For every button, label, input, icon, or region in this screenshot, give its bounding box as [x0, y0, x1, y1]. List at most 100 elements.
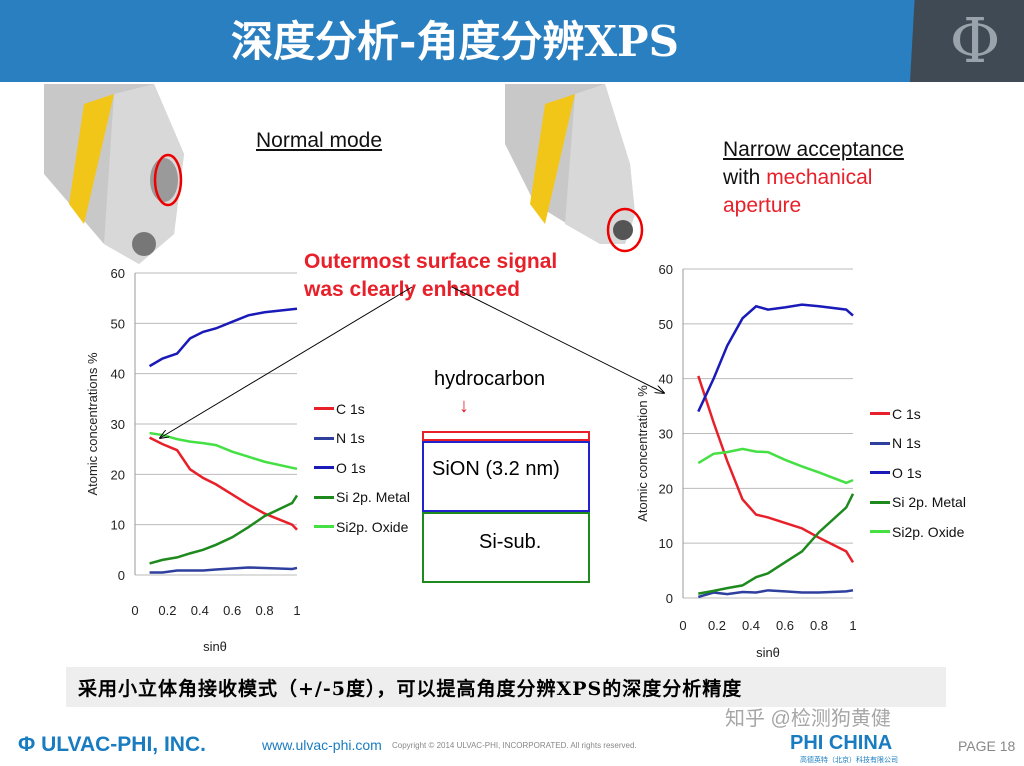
x-tick-label: 0.6: [223, 603, 241, 618]
y-tick-label: 0: [118, 568, 125, 583]
legend-item: O 1s: [870, 458, 966, 488]
legend-item: Si2p. Oxide: [870, 517, 966, 547]
sion-layer: SiON (3.2 nm): [422, 441, 590, 512]
series-line-si2p-oxide: [149, 431, 298, 471]
hydrocarbon-label: hydrocarbon: [434, 368, 546, 390]
legend-label: Si2p. Oxide: [892, 523, 965, 540]
y-tick-label: 20: [111, 467, 125, 482]
y-tick-label: 60: [659, 262, 673, 277]
series-line-c-1s: [697, 375, 855, 564]
sion-label: SiON (3.2 nm): [432, 458, 560, 480]
legend-label: N 1s: [336, 430, 365, 447]
series-line-si-2p-metal: [698, 493, 855, 595]
legend-left: C 1s N 1s O 1s Si 2p. Metal Si2p. Oxide: [314, 394, 410, 542]
series-line-o-1s: [697, 303, 854, 413]
legend-item: Si 2p. Metal: [314, 483, 410, 513]
legend-item: C 1s: [314, 394, 410, 424]
x-tick-label: 0.4: [191, 603, 209, 618]
x-tick-label: 0.8: [810, 618, 828, 633]
callout-arrow-left: [160, 286, 413, 438]
x-tick-label: 0.6: [776, 618, 794, 633]
y-tick-label: 0: [666, 591, 673, 606]
x-tick-label: 1: [849, 618, 856, 633]
x-tick-label: 0.2: [158, 603, 176, 618]
legend-swatch: [314, 436, 334, 440]
y-tick-label: 30: [111, 417, 125, 432]
y-tick-label: 20: [659, 481, 673, 496]
page-number: PAGE 18: [958, 738, 1016, 754]
y-tick-label: 50: [659, 317, 673, 332]
legend-label: O 1s: [892, 464, 922, 481]
narrow-line2-red: mechanical: [766, 166, 873, 189]
legend-item: C 1s: [870, 399, 966, 429]
y-axis-label: Atomic concentration %: [635, 385, 650, 522]
series-line-c-1s: [149, 436, 298, 531]
legend-label: Si 2p. Metal: [892, 494, 966, 511]
x-axis-label: sinθ: [756, 645, 780, 660]
phi-logo: Φ: [949, 4, 1001, 77]
hydrocarbon-layer: [422, 431, 590, 441]
series-line-si2p-oxide: [697, 447, 854, 485]
x-tick-label: 0.2: [708, 618, 726, 633]
y-tick-label: 50: [111, 316, 125, 331]
legend-right: C 1s N 1s O 1s Si 2p. Metal Si2p. Oxide: [870, 399, 966, 547]
legend-label: N 1s: [892, 435, 921, 452]
series-line-si-2p-metal: [149, 494, 299, 565]
y-tick-label: 10: [659, 536, 673, 551]
y-tick-label: 30: [659, 427, 673, 442]
legend-label: C 1s: [892, 405, 921, 422]
legend-swatch: [870, 500, 890, 504]
analyzer-normal-image: [44, 84, 184, 264]
x-tick-label: 0: [131, 603, 138, 618]
x-tick-label: 0.8: [256, 603, 274, 618]
legend-swatch: [314, 407, 334, 411]
x-axis-label: sinθ: [203, 639, 227, 654]
page-title: 深度分析-角度分辨XPS: [231, 17, 679, 66]
legend-item: O 1s: [314, 453, 410, 483]
down-arrow-icon: ↓: [459, 395, 469, 417]
si-substrate-layer: Si-sub.: [422, 512, 590, 583]
x-tick-label: 1: [293, 603, 300, 618]
title-bar: [0, 0, 1024, 82]
analyzer-aperture-image: [505, 84, 644, 253]
y-tick-label: 10: [111, 518, 125, 533]
phi-china-logo: PHI CHINA: [790, 732, 893, 754]
legend-swatch: [314, 525, 334, 529]
footer-url[interactable]: www.ulvac-phi.com: [262, 737, 382, 753]
narrow-acceptance-label: Narrow acceptance with mechanical apertu…: [723, 136, 904, 220]
y-tick-label: 40: [111, 367, 125, 382]
legend-swatch: [870, 412, 890, 416]
series-line-n-1s: [149, 566, 298, 574]
note-text: 采用小立体角接收模式（+/-5度），可以提高角度分辨XPS的深度分析精度: [66, 667, 946, 707]
callout-line2: was clearly enhanced: [304, 278, 520, 301]
x-tick-label: 0.4: [742, 618, 760, 633]
callout-arrow-right: [451, 286, 664, 393]
logo-panel: [910, 0, 1024, 82]
legend-swatch: [314, 495, 334, 499]
narrow-line3: aperture: [723, 194, 802, 217]
legend-label: Si 2p. Metal: [336, 489, 410, 506]
series-line-o-1s: [148, 307, 298, 368]
legend-item: N 1s: [870, 429, 966, 459]
legend-item: Si 2p. Metal: [870, 488, 966, 518]
narrow-line1: Narrow acceptance: [723, 138, 904, 161]
si-sub-label: Si-sub.: [479, 531, 542, 553]
x-tick-label: 0: [679, 618, 686, 633]
legend-swatch: [870, 441, 890, 445]
narrow-line2-prefix: with: [723, 166, 767, 189]
legend-swatch: [870, 471, 890, 475]
legend-item: N 1s: [314, 424, 410, 454]
legend-item: Si2p. Oxide: [314, 512, 410, 542]
legend-swatch: [314, 466, 334, 470]
callout-line1: Outermost surface signal: [304, 250, 558, 273]
phi-china-subtitle: 高德英特（北京）科技有限公司: [800, 757, 898, 764]
series-line-n-1s: [697, 589, 854, 599]
narrow-line2: with mechanical: [723, 164, 904, 192]
legend-swatch: [870, 530, 890, 534]
y-tick-label: 60: [111, 266, 125, 281]
callout-text: Outermost surface signal was clearly enh…: [304, 248, 557, 304]
y-axis-label: Atomic concentrations %: [85, 352, 100, 496]
legend-label: Si2p. Oxide: [336, 518, 409, 535]
legend-label: O 1s: [336, 459, 366, 476]
